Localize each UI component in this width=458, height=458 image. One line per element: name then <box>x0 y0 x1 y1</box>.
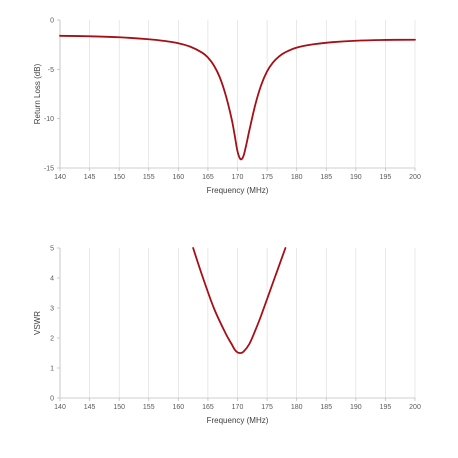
x-axis-title: Frequency (MHz) <box>207 186 269 195</box>
x-tick-label: 145 <box>84 174 96 181</box>
x-tick-label: 185 <box>320 404 332 411</box>
x-tick-label: 160 <box>172 404 184 411</box>
y-axis-title: VSWR <box>33 311 42 335</box>
x-tick-label: 195 <box>380 174 392 181</box>
y-tick-label: 1 <box>50 366 54 373</box>
y-axis-title: Return Loss (dB) <box>33 63 42 124</box>
x-tick-label: 155 <box>143 174 155 181</box>
x-tick-label: 200 <box>409 404 421 411</box>
x-tick-label: 140 <box>54 404 66 411</box>
x-tick-label: 180 <box>291 404 303 411</box>
x-axis-title: Frequency (MHz) <box>207 416 269 425</box>
x-tick-label: 190 <box>350 174 362 181</box>
x-tick-label: 200 <box>409 174 421 181</box>
y-tick-label: -15 <box>44 166 54 173</box>
x-tick-label: 160 <box>172 174 184 181</box>
x-tick-label: 140 <box>54 174 66 181</box>
x-tick-label: 145 <box>84 404 96 411</box>
y-tick-label: 3 <box>50 306 54 313</box>
return-loss-chart: 140 145 150 155 160 165 170 175 180 185 190 195 200 0… <box>33 18 421 196</box>
x-tick-label: 150 <box>113 174 125 181</box>
vswr-series-line <box>192 247 287 354</box>
y-tick-label: -5 <box>48 67 54 74</box>
y-tick-label: 0 <box>50 18 54 25</box>
x-tick-label: 170 <box>232 404 244 411</box>
x-tick-label: 155 <box>143 404 155 411</box>
x-tick-label: 165 <box>202 174 214 181</box>
x-tick-label: 175 <box>261 404 273 411</box>
y-tick-label: -10 <box>44 116 54 123</box>
x-tick-label: 180 <box>291 174 303 181</box>
x-tick-label: 170 <box>232 174 244 181</box>
y-tick-label: 2 <box>50 336 54 343</box>
return-loss-series-line <box>59 34 416 161</box>
x-tick-label: 175 <box>261 174 273 181</box>
y-tick-label: 5 <box>50 246 54 253</box>
x-tick-label: 185 <box>320 174 332 181</box>
x-tick-label: 190 <box>350 404 362 411</box>
x-tick-label: 195 <box>380 404 392 411</box>
x-tick-label: 165 <box>202 404 214 411</box>
x-tick-label: 150 <box>113 404 125 411</box>
vswr-chart: 140 145 150 155 160 165 170 175 180 185 190 195 2000… <box>33 246 421 426</box>
y-tick-label: 4 <box>50 276 54 283</box>
y-tick-label: 0 <box>50 396 54 403</box>
